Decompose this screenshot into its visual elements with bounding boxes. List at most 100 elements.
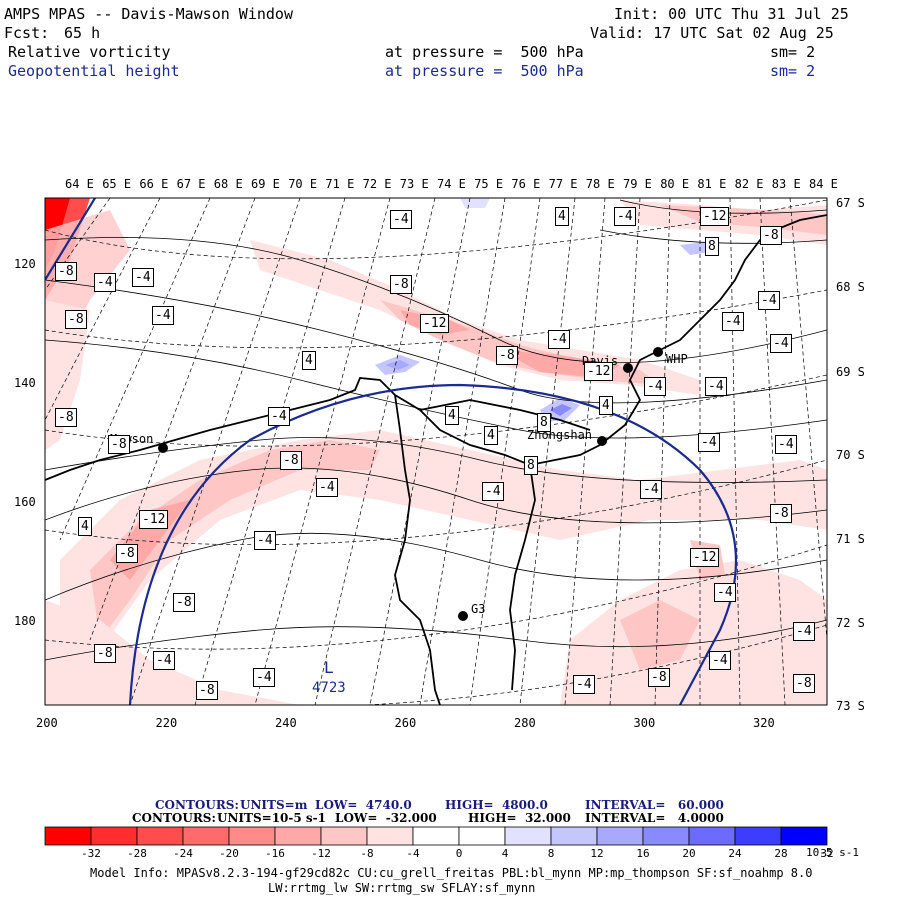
field2-level: at pressure = 500 hPa [385,62,584,80]
contour-label-box: -8 [173,593,195,612]
contour-label-box: -4 [152,306,174,325]
bottom-x-label: 300 [633,716,656,730]
contour-label-box: -4 [644,377,666,396]
contour-label-box: -8 [116,544,138,563]
bottom-x-label: 260 [394,716,417,730]
top-lon-label: 82 E [734,177,764,191]
top-lon-label: 69 E [251,177,280,191]
contour-label-box: 4 [484,426,498,445]
top-lon-label: 70 E [288,177,318,191]
right-lat-label: 68 S [836,280,865,294]
right-lat-label: 71 S [836,532,865,546]
colorbar-tick-label: 28 [774,847,788,860]
station-whp: WHP [666,352,688,366]
contour-label-box: -8 [55,408,77,427]
top-lon-label: 65 E [102,177,132,191]
colorbar-tick-label: -24 [173,847,193,860]
contour-label-box: -8 [496,346,518,365]
top-lon-label: 68 E [213,177,243,191]
colorbar-swatch [688,826,736,846]
top-lon-label: 77 E [548,177,578,191]
vort-contours-units: UNITS=10-5 s-1 [217,811,326,825]
contour-label-box: -4 [268,407,290,426]
contour-label-box: -4 [709,651,731,670]
plot-title: AMPS MPAS -- Davis-Mawson Window [4,5,293,23]
colorbar-swatch [90,826,138,846]
left-y-label: 120 [14,257,36,271]
colorbar-swatch [136,826,184,846]
contour-label-box: -4 [482,482,504,501]
field2-smoothing: sm= 2 [770,62,816,80]
colorbar-swatch [504,826,552,846]
top-lon-label: 78 E [585,177,615,191]
contour-label-box: -8 [55,262,77,281]
contour-label-box: -4 [770,334,792,353]
colorbar-tick-label: -16 [265,847,285,860]
colorbar-swatch [734,826,782,846]
contour-label-box: -8 [390,275,412,294]
colorbar-tick-label: 0 [455,847,463,860]
contour-label-box: -4 [254,531,276,550]
contour-label-box: -4 [758,291,780,310]
colorbar-tick-label: -28 [127,847,147,860]
colorbar-swatch [458,826,506,846]
contour-label-box: -8 [196,681,218,700]
colorbar-tick-label: 20 [682,847,696,860]
contour-label-box: -4 [153,651,175,670]
contour-label-box: 4 [555,207,569,226]
contour-label-box: 4 [599,396,613,415]
contour-label-box: -8 [108,435,130,454]
top-lon-label: 81 E [697,177,727,191]
right-lat-label: 70 S [836,448,865,462]
contour-label-box: -12 [584,362,614,381]
vort-contours-high: HIGH= 32.000 [468,811,571,825]
station-g3: G3 [471,602,486,616]
bottom-x-label: 220 [155,716,178,730]
contour-label-box: 8 [705,237,719,256]
field1-smoothing: sm= 2 [770,43,816,61]
contour-label-box: -4 [132,268,154,287]
contour-label-box: -12 [700,207,730,226]
contour-label-box: -12 [139,510,169,529]
contour-label-box: 4 [445,406,459,425]
top-lon-label: 72 E [362,177,392,191]
contour-label-box: -4 [722,312,744,331]
colorbar-tick-label: 32 [820,847,834,860]
contour-label-box: 4 [302,351,316,370]
top-lon-label: 79 E [623,177,652,191]
colorbar-swatch [550,826,598,846]
colorbar-tick-label: -8 [360,847,374,860]
right-lat-label: 73 S [836,699,865,713]
forecast-value: 65 h [64,24,101,42]
vort-contours-interval: INTERVAL= 4.0000 [585,811,724,825]
contour-label-box: 4 [78,517,92,536]
valid-time: Valid: 17 UTC Sat 02 Aug 25 [590,24,834,42]
station-markers [158,347,663,621]
contour-label-box: -12 [690,548,720,567]
top-lon-label: 67 E [176,177,206,191]
bottom-x-label: 200 [36,716,58,730]
low-center-value: 4723 [312,680,346,696]
bottom-x-label: 240 [275,716,297,730]
right-lat-label: 72 S [836,616,865,630]
left-y-label: 140 [14,376,36,390]
top-lon-label: 84 E [809,177,838,191]
colorbar-swatch [366,826,414,846]
top-lon-label: 74 E [437,177,466,191]
low-center-mark: L [324,658,334,677]
field2-name: Geopotential height [8,62,180,80]
colorbar-tick-label: -12 [311,847,331,860]
contour-label-box: -8 [94,644,116,663]
colorbar-swatch [320,826,368,846]
geopotential-height-contours [45,198,738,705]
model-info-line2: LW:rrtmg_lw SW:rrtmg_sw SFLAY:sf_mynn [268,881,536,895]
latlon-grid [45,198,827,705]
top-lon-label: 80 E [660,177,690,191]
colorbar-swatch [274,826,322,846]
top-lon-label: 66 E [139,177,169,191]
colorbar-swatch [44,826,92,846]
top-lon-label: 83 E [771,177,801,191]
contour-label-box: -8 [648,668,670,687]
top-lon-label: 75 E [474,177,504,191]
